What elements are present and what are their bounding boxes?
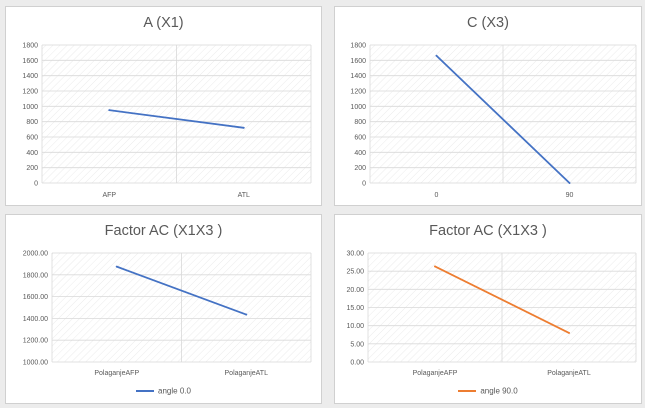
chart-c-x3: C (X3) 0 200 400 600 800 1000 1200 1400 1600 1800… (334, 6, 642, 206)
y-tick-label: 1800.00 (23, 272, 48, 279)
y-tick-label: 600 (26, 135, 38, 142)
series-line (434, 265, 570, 334)
x-tick-label: AFP (102, 192, 116, 199)
y-tick-label: 1800 (350, 43, 366, 50)
y-tick-label: 200 (354, 165, 366, 172)
y-tick-label: 400 (354, 150, 366, 157)
x-tick-label: PolaganjeAFP (413, 370, 458, 377)
data-point (568, 182, 571, 184)
data-point (435, 54, 438, 57)
y-tick-label: 20.00 (346, 287, 364, 294)
legend-label: angle 90.0 (480, 386, 518, 395)
y-tick-label: 5.00 (350, 341, 364, 348)
chart-title: C (X3) (467, 15, 509, 31)
chart-title: Factor AC (X1X3 ) (104, 223, 223, 239)
series-line (108, 109, 245, 129)
y-tick-label: 25.00 (346, 269, 364, 276)
legend: angle 0.0 (6, 386, 321, 395)
x-tick-label: PolaganjeATL (225, 370, 269, 377)
y-tick-label: 1000 (22, 104, 38, 111)
y-tick-label: 1400 (22, 73, 38, 80)
x-tick-label: PolaganjeAFP (94, 370, 139, 377)
series-line (435, 54, 571, 184)
x-tick-label: ATL (238, 192, 250, 199)
y-tick-label: 15.00 (346, 305, 364, 312)
data-point (245, 313, 248, 316)
data-point (242, 126, 245, 129)
y-tick-label: 1600 (350, 58, 366, 65)
y-tick-label: 600 (354, 135, 366, 142)
data-point (568, 332, 570, 334)
y-tick-label: 800 (26, 119, 38, 126)
x-tick-label: 90 (566, 192, 574, 199)
x-tick-label: 0 (435, 192, 439, 199)
chart-title: A (X1) (143, 15, 184, 31)
y-tick-label: 400 (26, 150, 38, 157)
legend-label: angle 0.0 (158, 386, 191, 395)
data-point (108, 109, 111, 112)
y-tick-label: 0.00 (350, 360, 364, 367)
chart-title: Factor AC (X1X3 ) (429, 223, 547, 239)
y-tick-label: 1600.00 (23, 294, 48, 301)
x-tick-label: PolaganjeATL (547, 370, 591, 377)
y-tick-label: 2000.00 (23, 251, 48, 258)
chart-a-x1: A (X1) 0 200 400 600 800 1000 1200 1400 1600 1800… (5, 6, 322, 206)
chart-factor-ac-angle-0: Factor AC (X1X3 ) 1000.00 1200.00 1400.00 1… (5, 214, 322, 404)
y-tick-label: 1200 (350, 89, 366, 96)
y-tick-label: 800 (354, 119, 366, 126)
y-tick-label: 1400 (350, 73, 366, 80)
y-tick-label: 1400.00 (23, 316, 48, 323)
y-tick-label: 1000.00 (23, 360, 48, 367)
chart-plot: 1000.00 1200.00 1400.00 1600.00 1800.00 2000.… (23, 251, 312, 377)
y-tick-label: 0 (362, 181, 366, 188)
chart-plot: 0 200 400 600 800 1000 1200 1400 1600 1800 AFP ATL (22, 43, 312, 199)
chart-plot: 0 200 400 600 800 1000 1200 1400 1600 1800 0 90 (350, 43, 637, 199)
y-tick-label: 1000 (350, 104, 366, 111)
y-tick-label: 200 (26, 165, 38, 172)
legend-swatch (136, 389, 155, 392)
legend: angle 90.0 (335, 386, 641, 395)
y-tick-label: 10.00 (346, 323, 364, 330)
data-point (115, 265, 118, 268)
chart-plot: 0.00 5.00 10.00 15.00 20.00 25.00 30.00 Polagan… (346, 251, 637, 377)
y-tick-label: 0 (34, 181, 38, 188)
y-tick-label: 1800 (22, 43, 38, 50)
y-tick-label: 1600 (22, 58, 38, 65)
y-tick-label: 1200 (22, 89, 38, 96)
legend-swatch (458, 389, 477, 392)
y-tick-label: 30.00 (346, 251, 364, 258)
series-line (115, 265, 248, 316)
chart-factor-ac-angle-90: Factor AC (X1X3 ) 0.00 5.00 10.00 15.00 20.0… (334, 214, 642, 404)
data-point (434, 265, 436, 268)
y-tick-label: 1200.00 (23, 338, 48, 345)
